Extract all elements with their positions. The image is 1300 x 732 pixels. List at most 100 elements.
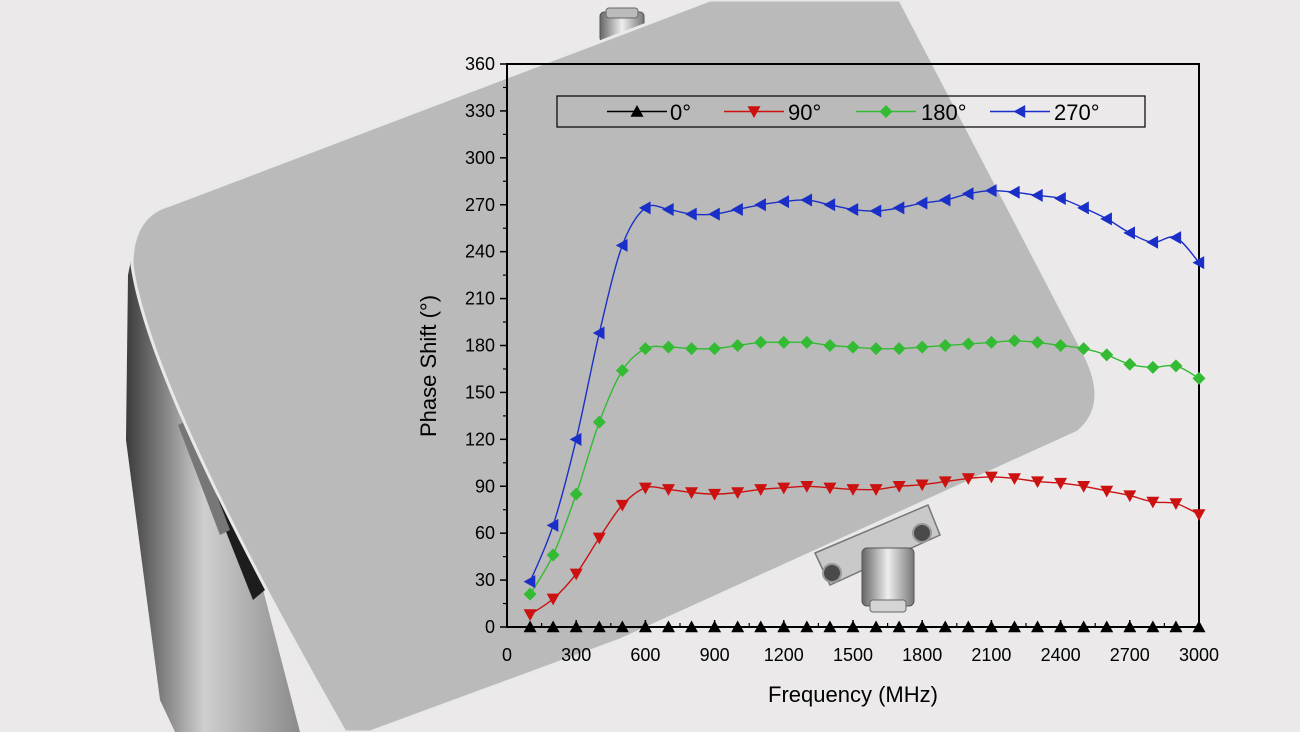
data-point [661,202,674,216]
data-point [1031,335,1045,349]
legend-label: 180° [921,100,967,125]
x-tick-label: 300 [561,645,591,665]
data-point [661,484,675,496]
data-point [592,532,606,545]
data-point [615,364,629,378]
data-point [823,620,837,633]
data-point [592,415,606,429]
data-point [1054,191,1066,205]
x-tick-label: 2700 [1110,645,1150,665]
data-point [938,476,952,489]
data-point [1054,620,1068,633]
legend-item: 270° [990,100,1100,125]
data-point [1169,231,1182,245]
y-tick-label: 150 [465,382,495,402]
data-point [708,620,722,633]
y-tick-label: 300 [465,148,495,168]
x-tick-label: 0 [502,645,512,665]
y-tick-label: 30 [475,570,495,590]
data-point [823,482,837,495]
data-point [1192,620,1206,633]
data-point [1146,235,1159,249]
legend-item: 180° [856,100,967,125]
data-point [569,568,583,581]
y-tick-label: 330 [465,101,495,121]
data-point [915,479,929,492]
data-point [638,201,651,215]
data-point [1100,485,1114,498]
data-point [523,575,536,589]
y-tick-label: 210 [465,289,495,309]
data-point [546,620,560,633]
data-point [823,198,836,212]
data-point [754,198,766,212]
x-tick-label: 2100 [971,645,1011,665]
data-point [1031,620,1045,633]
data-point [846,620,860,633]
data-point [731,339,745,352]
data-point [892,201,905,215]
data-point [661,620,675,633]
data-point [1123,620,1137,633]
x-tick-label: 2400 [1041,645,1081,665]
data-point [892,481,906,493]
data-point [546,593,560,606]
series-3 [523,184,1205,589]
data-point [685,620,699,633]
data-point [869,204,882,218]
x-tick-label: 1500 [833,645,873,665]
legend-label: 90° [788,100,821,125]
data-point [777,195,789,209]
data-point [1146,620,1160,633]
data-point [615,238,628,252]
data-point [984,471,998,484]
legend-label: 270° [1054,100,1100,125]
data-point [592,326,605,340]
data-point [1007,620,1021,633]
data-point [892,342,906,356]
y-axis-title: Phase Shift (°) [416,295,441,437]
data-point [1123,490,1137,503]
data-point [661,340,675,354]
data-point [615,499,629,512]
data-point [961,187,974,201]
data-point [754,620,768,633]
data-point [823,339,837,352]
y-tick-label: 90 [475,476,495,496]
data-point [1192,371,1206,385]
data-point [754,484,768,496]
data-point [1192,256,1205,270]
data-point [1100,348,1114,362]
bottom-connector-icon [813,504,941,613]
data-point [1054,339,1068,352]
data-point [961,620,975,633]
data-point [569,620,583,633]
y-tick-label: 360 [465,54,495,74]
data-point [1031,188,1043,202]
series-2 [523,334,1206,601]
data-point [569,487,583,501]
data-point [1192,509,1206,521]
legend-item: 0° [607,100,691,125]
data-point [800,620,814,633]
data-point [1007,334,1021,348]
data-point [1100,620,1114,633]
data-point [984,335,998,349]
data-point [1031,476,1045,489]
axis-ticks: 0 300 600 900 1200 1500 1800 2100 2400 2700 3000 0 3… [465,54,1219,665]
series-layer [523,184,1206,633]
data-point [638,482,652,495]
y-tick-label: 240 [465,242,495,262]
data-point [984,620,998,633]
data-point [1169,498,1183,510]
data-point [915,196,928,210]
data-point [800,335,814,349]
data-point [1100,212,1112,226]
y-tick-label: 60 [475,523,495,543]
data-point [569,432,582,446]
data-point [777,620,791,633]
data-point [1077,481,1091,493]
data-point [638,342,652,356]
data-point [1077,201,1089,215]
